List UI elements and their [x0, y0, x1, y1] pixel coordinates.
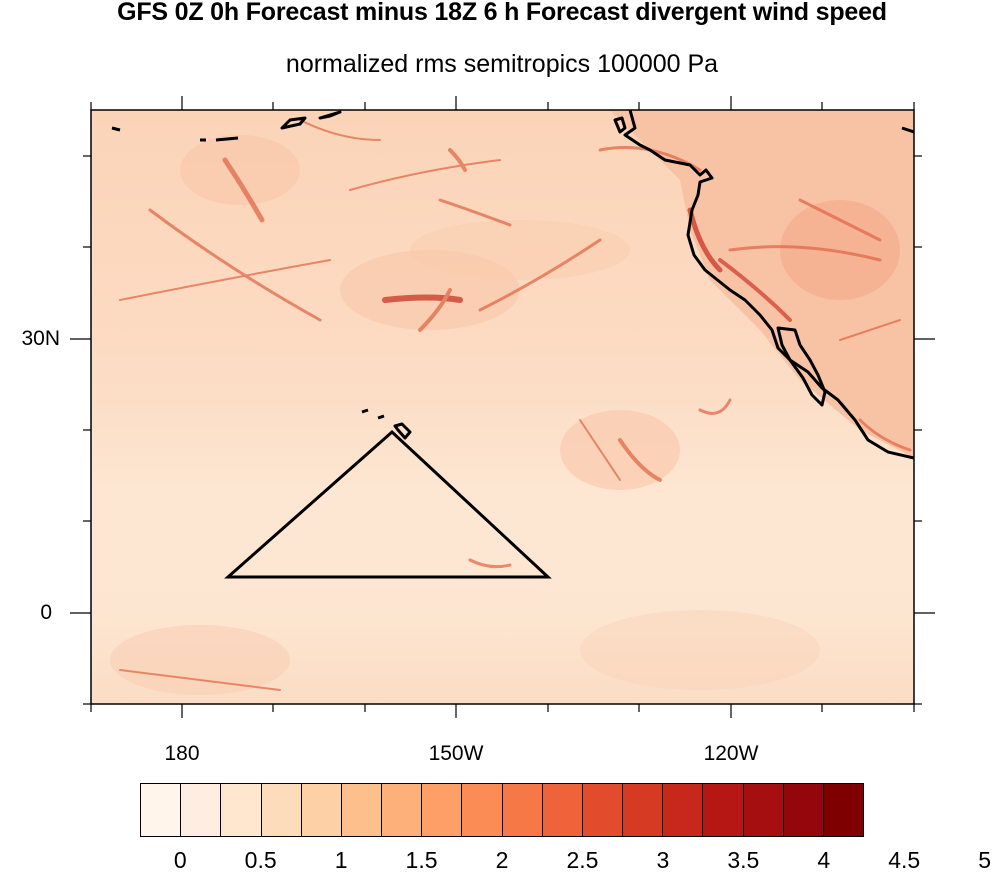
colorbar-swatch — [422, 784, 463, 836]
plot-border — [90, 109, 915, 705]
colorbar-label: 1.5 — [405, 847, 438, 873]
land-field — [610, 110, 914, 458]
colorbar-label: 1 — [334, 847, 348, 873]
colorbar-swatch — [783, 784, 824, 836]
colorbar — [140, 783, 864, 837]
field-patch — [580, 610, 820, 690]
colorbar-swatch — [341, 784, 383, 836]
colorbar-swatch — [502, 784, 543, 836]
colorbar-swatch — [301, 784, 342, 836]
colorbar-swatch — [141, 784, 182, 836]
colorbar-swatch — [623, 784, 664, 836]
colorbar-swatch — [582, 784, 624, 836]
colorbar-swatch — [382, 784, 423, 836]
lat-label-30n: 30N — [21, 327, 60, 350]
colorbar-label: 4 — [817, 847, 831, 873]
region-triangle — [224, 429, 552, 579]
field-patch — [560, 410, 680, 490]
lon-label-180: 180 — [164, 742, 200, 765]
colorbar-label: 2.5 — [566, 847, 599, 873]
colorbar-label: 0 — [173, 847, 187, 873]
axis-ticks — [70, 96, 935, 718]
lon-label-150w: 150W — [428, 742, 484, 765]
colorbar-swatch — [663, 784, 704, 836]
lon-label-120w: 120W — [703, 742, 759, 765]
field-patch — [110, 625, 290, 695]
colorbar-swatch — [261, 784, 302, 836]
field-patch — [180, 135, 300, 205]
colorbar-swatch — [542, 784, 583, 836]
field-patch — [410, 220, 630, 280]
colorbar-label: 0.5 — [244, 847, 277, 873]
colorbar-label: 3.5 — [727, 847, 760, 873]
field-patch — [780, 200, 900, 300]
colorbar-label: 4.5 — [888, 847, 921, 873]
chart-subtitle: normalized rms semitropics 100000 Pa — [285, 50, 719, 78]
colorbar-label: 2 — [495, 847, 509, 873]
colorbar-swatch — [221, 784, 262, 836]
coastline — [111, 110, 914, 460]
lat-label-0: 0 — [40, 601, 52, 624]
colorbar-swatch — [181, 784, 222, 836]
chart-title: GFS 0Z 0h Forecast minus 18Z 6 h Forecas… — [117, 0, 887, 26]
colorbar-label: 3 — [656, 847, 670, 873]
colorbar-swatch — [703, 784, 744, 836]
colorbar-label: 5 — [978, 847, 992, 873]
colorbar-swatch — [462, 784, 503, 836]
field-layer — [91, 110, 914, 704]
colorbar-swatch — [743, 784, 784, 836]
colorbar-swatch — [823, 784, 864, 836]
